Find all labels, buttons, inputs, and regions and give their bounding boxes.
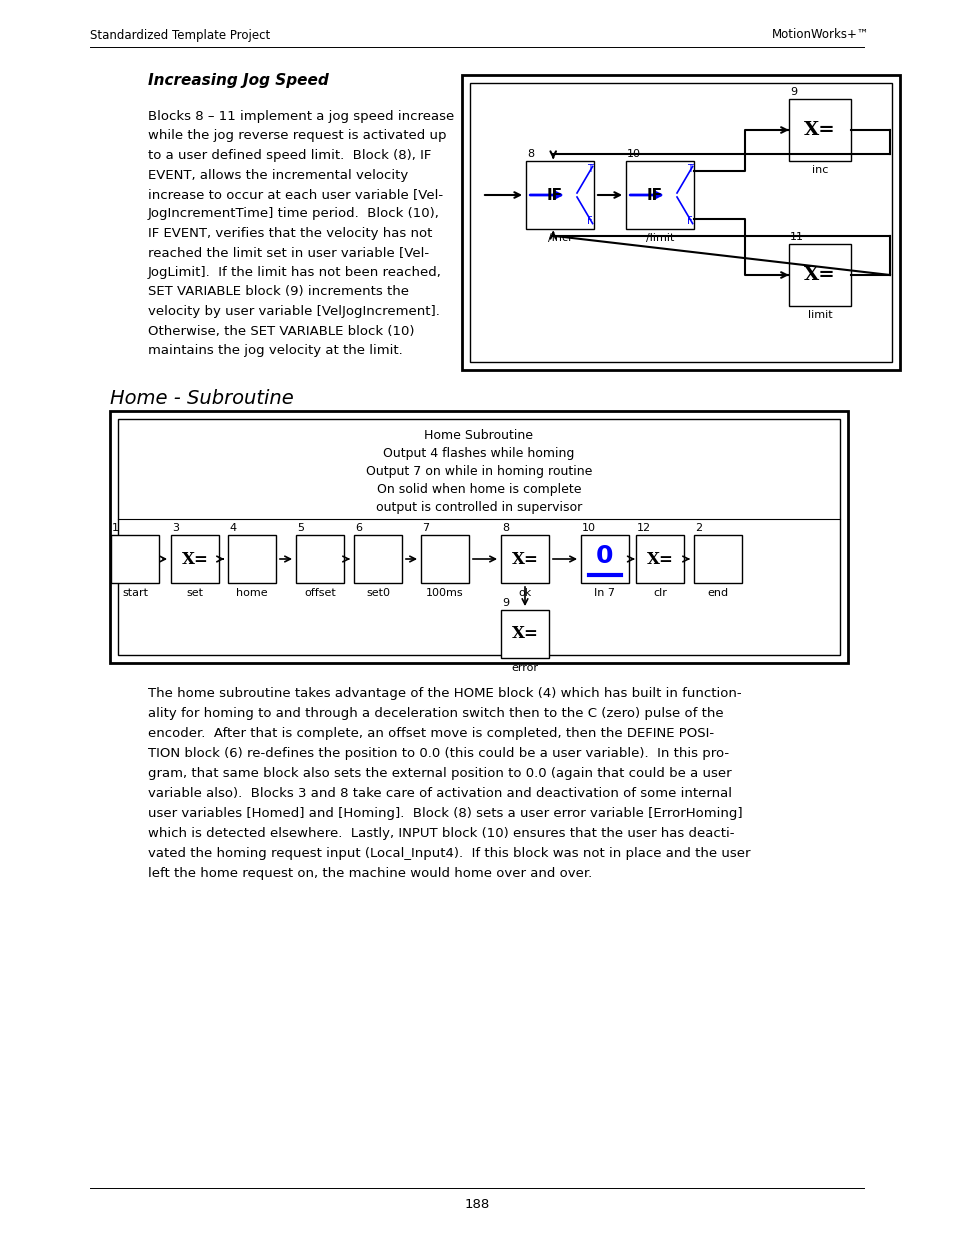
Text: IF: IF: [646, 188, 662, 203]
Bar: [788, 99, 850, 161]
Text: 7: 7: [421, 522, 429, 534]
Text: SET VARIABLE block (9) increments the: SET VARIABLE block (9) increments the: [148, 285, 409, 299]
Text: end: end: [707, 588, 728, 598]
Text: 10: 10: [581, 522, 596, 534]
Text: Otherwise, the SET VARIABLE block (10): Otherwise, the SET VARIABLE block (10): [148, 325, 414, 337]
Text: T: T: [686, 164, 692, 174]
Text: X=: X=: [646, 551, 673, 568]
Text: MotionWorks+™: MotionWorks+™: [772, 28, 869, 42]
Bar: [118, 419, 840, 655]
Text: 9: 9: [501, 598, 509, 608]
Bar: [625, 161, 693, 228]
Text: 1: 1: [112, 522, 119, 534]
Text: 12: 12: [637, 522, 651, 534]
Bar: [500, 610, 548, 658]
Text: Increasing Jog Speed: Increasing Jog Speed: [148, 73, 329, 88]
Text: X=: X=: [803, 121, 835, 140]
Bar: [500, 535, 548, 583]
Text: 188: 188: [464, 1198, 489, 1212]
Text: home: home: [236, 588, 268, 598]
Bar: [295, 535, 344, 583]
Text: 8: 8: [501, 522, 509, 534]
Bar: [111, 535, 159, 583]
Text: IF: IF: [546, 188, 562, 203]
Text: /limit: /limit: [645, 233, 674, 243]
Text: JogIncrementTime] time period.  Block (10),: JogIncrementTime] time period. Block (10…: [148, 207, 439, 221]
Text: X=: X=: [511, 625, 537, 642]
Text: In 7: In 7: [594, 588, 615, 598]
Text: offset: offset: [304, 588, 335, 598]
Bar: [636, 535, 683, 583]
Bar: [788, 245, 850, 306]
Text: X=: X=: [803, 266, 835, 284]
Text: 3: 3: [172, 522, 179, 534]
Bar: [110, 411, 847, 663]
Text: reached the limit set in user variable [Vel-: reached the limit set in user variable […: [148, 247, 429, 259]
Text: 4: 4: [229, 522, 236, 534]
Text: inc: inc: [811, 165, 827, 175]
Text: variable also).  Blocks 3 and 8 take care of activation and deactivation of some: variable also). Blocks 3 and 8 take care…: [148, 787, 731, 800]
Text: Output 7 on while in homing routine: Output 7 on while in homing routine: [365, 466, 592, 478]
Text: clr: clr: [653, 588, 666, 598]
Text: TION block (6) re-defines the position to 0.0 (this could be a user variable).  : TION block (6) re-defines the position t…: [148, 747, 728, 760]
Text: set0: set0: [366, 588, 390, 598]
Text: ality for homing to and through a deceleration switch then to the C (zero) pulse: ality for homing to and through a decele…: [148, 706, 723, 720]
Bar: [461, 75, 899, 370]
Text: user variables [Homed] and [Homing].  Block (8) sets a user error variable [Erro: user variables [Homed] and [Homing]. Blo…: [148, 806, 741, 820]
Text: start: start: [122, 588, 148, 598]
Text: 100ms: 100ms: [426, 588, 463, 598]
Text: Home - Subroutine: Home - Subroutine: [110, 389, 294, 409]
Text: 6: 6: [355, 522, 361, 534]
Text: ok: ok: [517, 588, 531, 598]
Text: left the home request on, the machine would home over and over.: left the home request on, the machine wo…: [148, 867, 592, 881]
Text: 11: 11: [789, 232, 803, 242]
Text: IF EVENT, verifies that the velocity has not: IF EVENT, verifies that the velocity has…: [148, 227, 432, 240]
Bar: [470, 83, 891, 362]
Text: vated the homing request input (Local_Input4).  If this block was not in place a: vated the homing request input (Local_In…: [148, 847, 750, 860]
Text: 2: 2: [695, 522, 701, 534]
Text: X=: X=: [511, 551, 537, 568]
Text: set: set: [186, 588, 203, 598]
Text: F: F: [586, 216, 592, 226]
Text: increase to occur at each user variable [Vel-: increase to occur at each user variable …: [148, 188, 442, 201]
Text: 5: 5: [296, 522, 304, 534]
Text: Home Subroutine: Home Subroutine: [424, 429, 533, 442]
Text: T: T: [586, 164, 592, 174]
Text: Blocks 8 – 11 implement a jog speed increase: Blocks 8 – 11 implement a jog speed incr…: [148, 110, 454, 124]
Text: error: error: [511, 663, 537, 673]
Bar: [354, 535, 401, 583]
Text: Output 4 flashes while homing: Output 4 flashes while homing: [383, 447, 574, 459]
Bar: [228, 535, 275, 583]
Text: On solid when home is complete: On solid when home is complete: [376, 483, 580, 496]
Text: 8: 8: [526, 149, 534, 159]
Text: output is controlled in supervisor: output is controlled in supervisor: [375, 501, 581, 514]
Bar: [420, 535, 469, 583]
Bar: [693, 535, 741, 583]
Text: maintains the jog velocity at the limit.: maintains the jog velocity at the limit.: [148, 345, 402, 357]
Text: while the jog reverse request is activated up: while the jog reverse request is activat…: [148, 130, 446, 142]
Text: F: F: [686, 216, 692, 226]
Bar: [580, 535, 628, 583]
Text: The home subroutine takes advantage of the HOME block (4) which has built in fun: The home subroutine takes advantage of t…: [148, 687, 740, 700]
Text: Standardized Template Project: Standardized Template Project: [90, 28, 270, 42]
Text: velocity by user variable [VelJogIncrement].: velocity by user variable [VelJogIncreme…: [148, 305, 439, 317]
Text: which is detected elsewhere.  Lastly, INPUT block (10) ensures that the user has: which is detected elsewhere. Lastly, INP…: [148, 827, 734, 840]
Text: 10: 10: [626, 149, 640, 159]
Text: 0: 0: [596, 543, 613, 568]
Text: EVENT, allows the incremental velocity: EVENT, allows the incremental velocity: [148, 168, 408, 182]
Text: /incr: /incr: [547, 233, 572, 243]
Text: encoder.  After that is complete, an offset move is completed, then the DEFINE P: encoder. After that is complete, an offs…: [148, 727, 714, 740]
Text: X=: X=: [181, 551, 208, 568]
Text: gram, that same block also sets the external position to 0.0 (again that could b: gram, that same block also sets the exte…: [148, 767, 731, 781]
Bar: [525, 161, 594, 228]
Text: limit: limit: [807, 310, 831, 320]
Text: 9: 9: [789, 86, 797, 98]
Bar: [171, 535, 219, 583]
Text: to a user defined speed limit.  Block (8), IF: to a user defined speed limit. Block (8)…: [148, 149, 431, 162]
Text: JogLimit].  If the limit has not been reached,: JogLimit]. If the limit has not been rea…: [148, 266, 441, 279]
